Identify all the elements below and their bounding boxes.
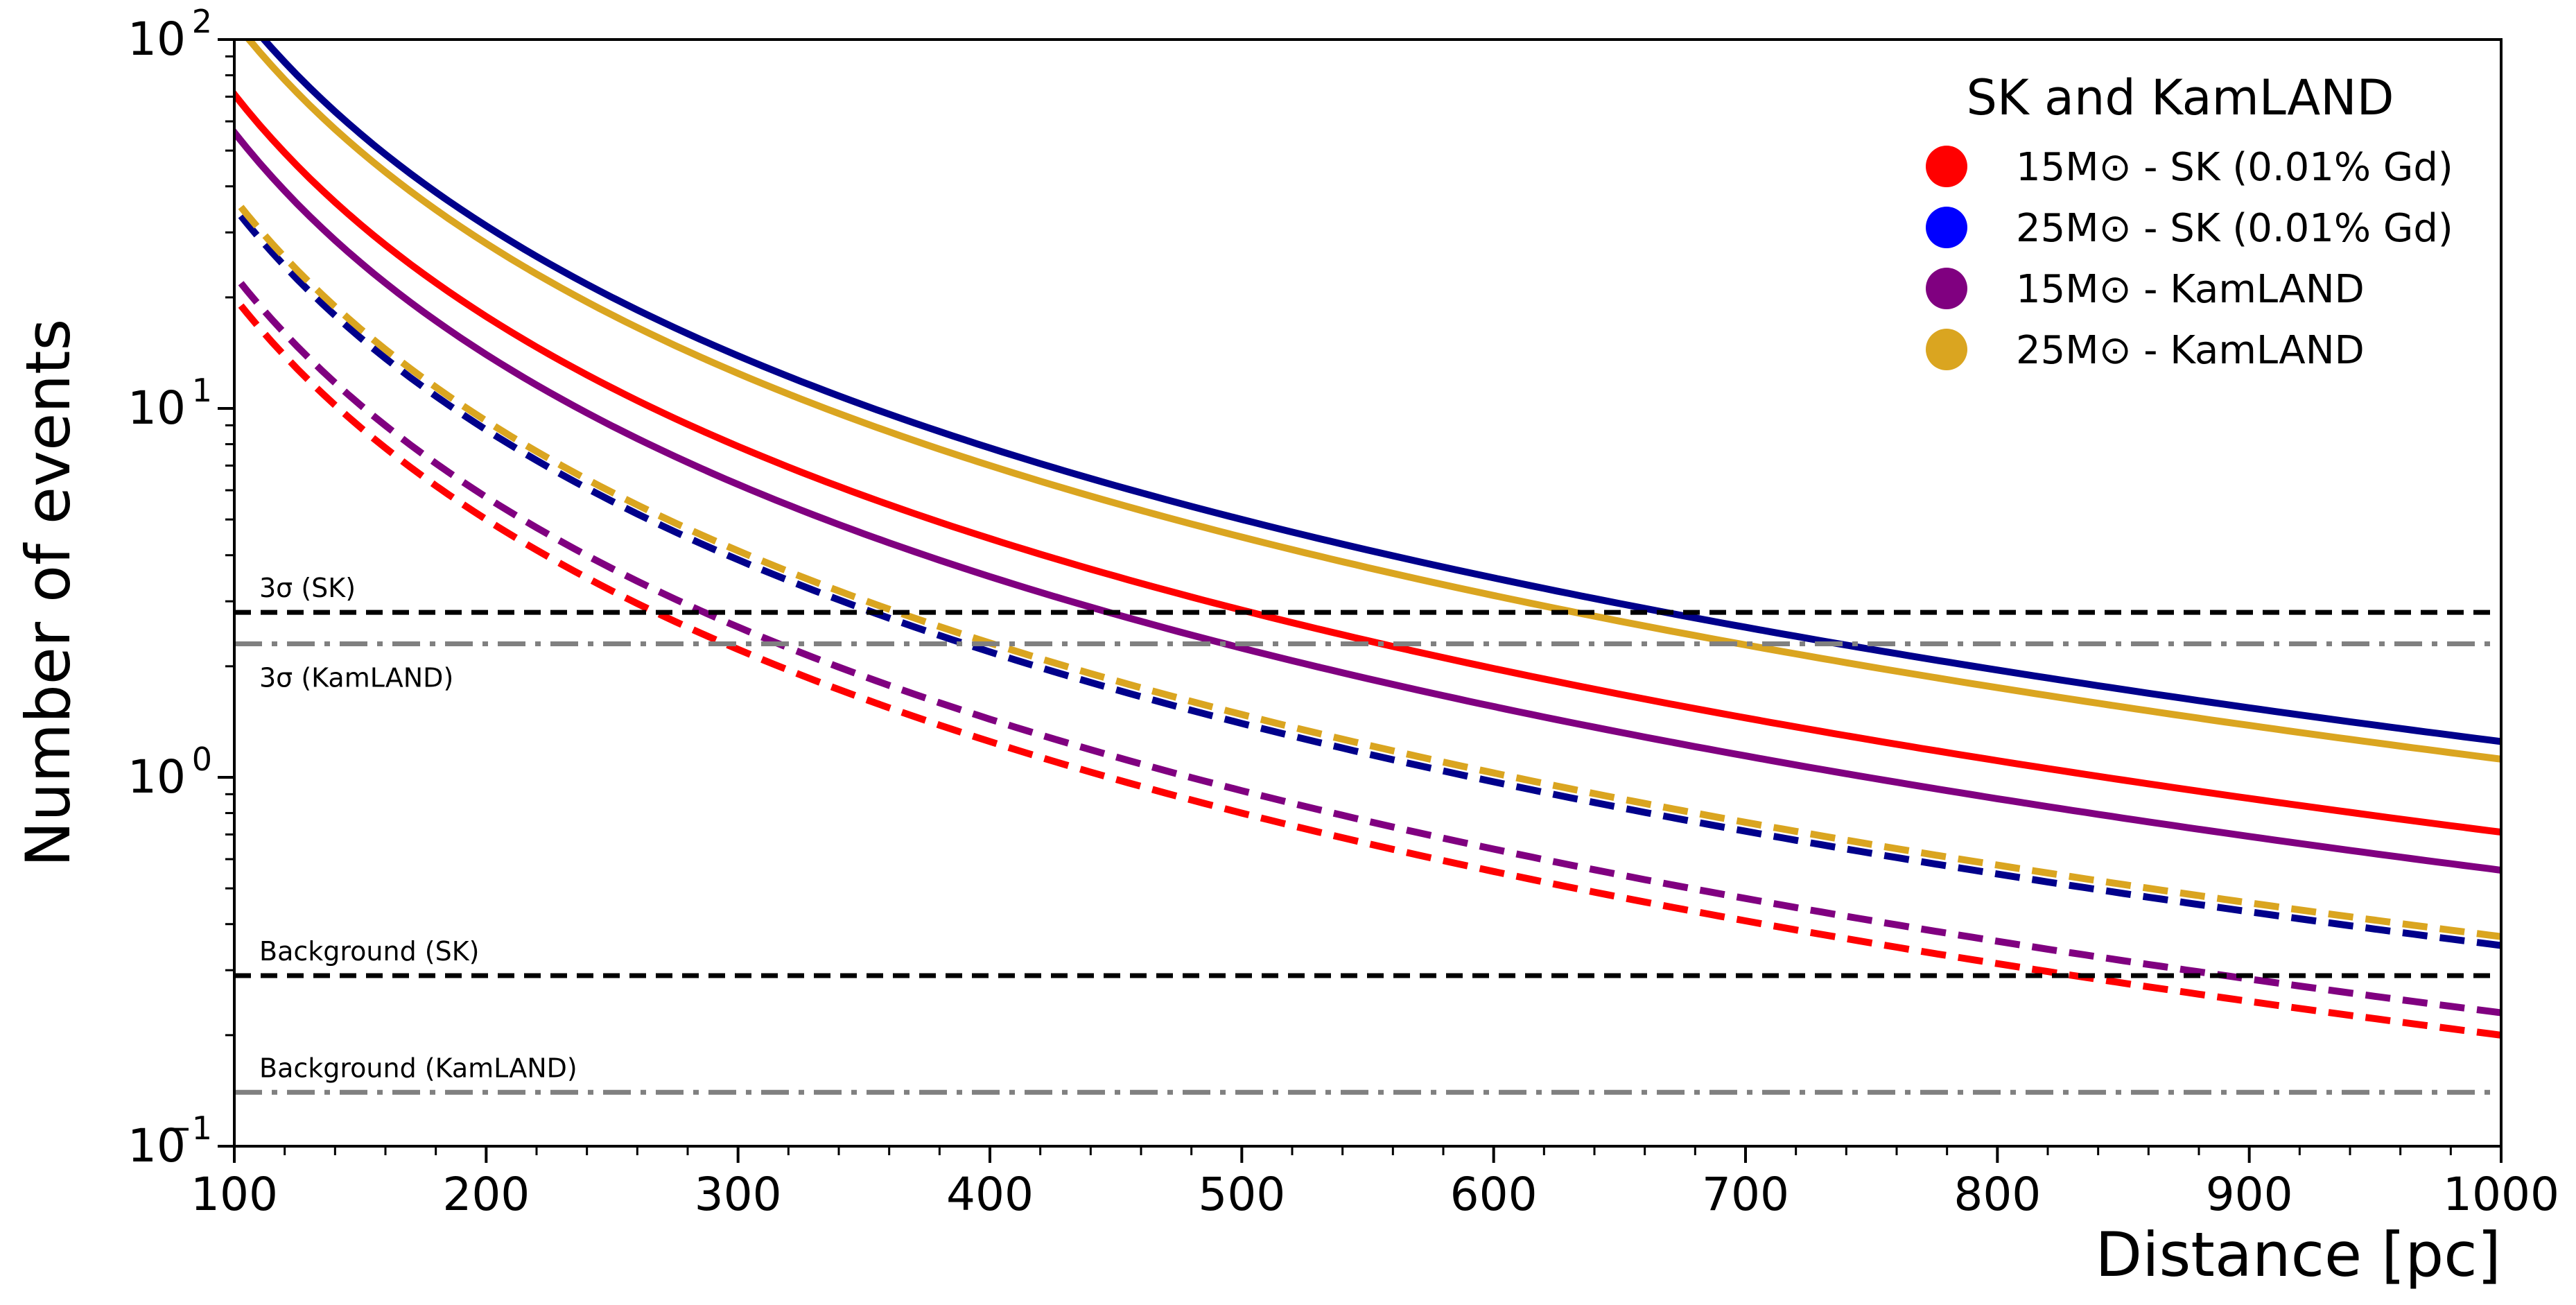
series-3-solid-line	[234, 126, 2501, 874]
y-tick-exponent: 2	[192, 3, 212, 40]
series-5-dashed-line	[234, 193, 2501, 940]
x-tick-label: 300	[695, 1168, 782, 1221]
x-tick-label: 900	[2206, 1168, 2293, 1221]
x-tick-label: 200	[442, 1168, 530, 1221]
x-tick-label: 100	[191, 1168, 278, 1221]
y-tick-label: 10	[128, 381, 186, 435]
y-tick-label: 10	[128, 750, 186, 804]
legend-entry-3: 25M⊙ - KamLAND	[2016, 328, 2365, 373]
legend-entry-2: 15M⊙ - KamLAND	[2016, 267, 2365, 312]
legend-entry-1: 25M⊙ - SK (0.01% Gd)	[2016, 206, 2453, 251]
y-tick-label: 10	[128, 1119, 186, 1173]
reference-line-label-2: Background (SK)	[259, 936, 479, 967]
y-axis-label: Number of events	[12, 319, 84, 867]
series-7-dashed-line	[234, 269, 2501, 1017]
x-tick-label: 800	[1953, 1168, 2041, 1221]
reference-line-label-0: 3σ (SK)	[259, 573, 356, 603]
reference-line-label-1: 3σ (KamLAND)	[259, 663, 453, 693]
legend-entry-0: 15M⊙ - SK (0.01% Gd)	[2016, 145, 2453, 190]
reference-line-label-3: Background (KamLAND)	[259, 1053, 577, 1083]
series-1-solid-line	[244, 40, 2501, 763]
x-axis-ticks: 100 200 300 400 500 600 700 800 900 1000	[191, 1146, 2559, 1221]
legend-marker-2	[1926, 268, 1967, 309]
y-tick-exponent: −1	[165, 1109, 212, 1147]
series-layer	[234, 40, 2501, 1039]
reference-line-labels: 3σ (SK) 3σ (KamLAND) Background (SK) Backgr…	[259, 573, 577, 1083]
y-tick-exponent: 0	[192, 741, 212, 778]
series-4-dashed-line	[234, 202, 2501, 949]
legend-title: SK and KamLAND	[1966, 69, 2394, 126]
legend-marker-1	[1926, 207, 1967, 248]
legend: SK and KamLAND 15M⊙ - SK (0.01% Gd) 25M⊙ …	[1926, 69, 2453, 373]
y-tick-exponent: 1	[192, 372, 212, 409]
series-0-solid-line	[259, 40, 2501, 745]
series-2-solid-line	[234, 88, 2501, 836]
legend-marker-0	[1926, 146, 1967, 187]
x-tick-label: 1000	[2443, 1168, 2559, 1221]
x-tick-label: 400	[946, 1168, 1034, 1221]
x-axis-label: Distance [pc]	[2095, 1219, 2501, 1290]
reference-lines	[234, 610, 2501, 1095]
plot-frame	[233, 38, 2503, 1148]
x-tick-label: 500	[1198, 1168, 1285, 1221]
legend-marker-3	[1926, 329, 1967, 370]
x-tick-label: 600	[1450, 1168, 1538, 1221]
x-tick-label: 700	[1702, 1168, 1789, 1221]
y-tick-label: 10	[128, 12, 186, 66]
series-6-dashed-line	[234, 291, 2501, 1039]
